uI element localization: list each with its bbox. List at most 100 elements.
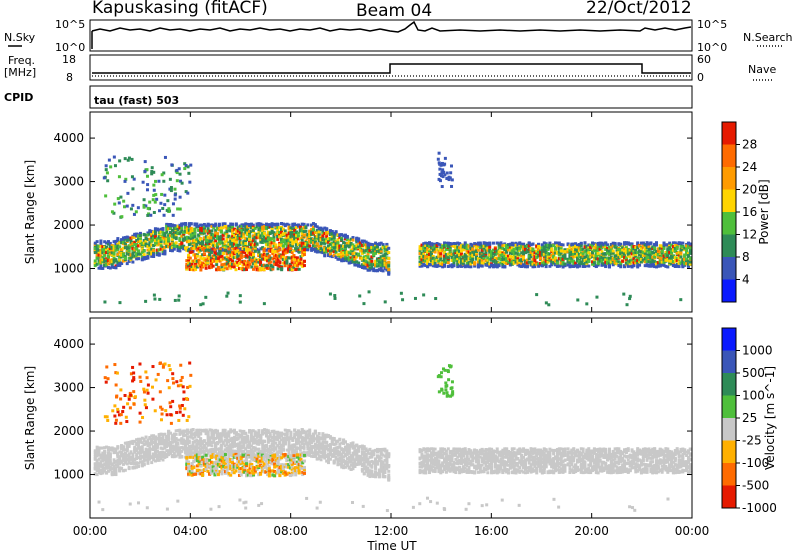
range-gate-cell (366, 243, 370, 247)
range-gate-cell (323, 248, 327, 252)
range-gate-cell (287, 239, 291, 243)
range-gate-cell (688, 260, 692, 264)
range-gate-cell (147, 212, 151, 216)
range-gate-cell (544, 242, 548, 246)
range-gate-cell (328, 252, 332, 256)
range-gate-cell (311, 238, 315, 242)
range-gate-cell (656, 251, 660, 255)
range-gate-cell (306, 223, 310, 227)
range-gate-cell (93, 259, 97, 263)
range-gate-cell (336, 253, 340, 257)
range-gate-cell (199, 268, 203, 272)
range-gate-cell (221, 222, 225, 226)
range-gate-cell (688, 262, 692, 266)
range-gate-cell (325, 228, 329, 232)
range-gate-cell (330, 248, 334, 252)
range-gate-cell (199, 229, 203, 233)
range-gate-cell (148, 243, 152, 247)
range-gate-cell (236, 245, 240, 249)
range-gate-cell (497, 253, 501, 257)
range-gate-cell (227, 242, 231, 246)
range-gate-cell (121, 236, 125, 240)
range-gate-cell (579, 241, 583, 245)
range-gate-cell (561, 254, 565, 258)
range-gate-cell (278, 226, 282, 230)
range-gate-cell (201, 247, 205, 251)
range-gate-cell (106, 255, 110, 259)
range-gate-cell (259, 247, 263, 251)
range-gate-cell (295, 238, 299, 242)
range-gate-cell (123, 257, 127, 261)
range-gate-cell (150, 243, 154, 247)
date-title: 22/Oct/2012 (586, 0, 692, 18)
range-gate-cell (529, 260, 533, 264)
range-gate-cell (583, 262, 587, 266)
range-gate-cell (169, 223, 173, 227)
range-gate-cell (317, 247, 321, 251)
range-gate-cell (178, 232, 182, 236)
range-gate-cell (340, 259, 344, 263)
range-gate-cell (123, 157, 127, 161)
range-gate-cell (353, 247, 357, 251)
y-tick-label: 3000 (53, 175, 84, 189)
range-gate-cell (488, 265, 492, 269)
range-gate-cell (302, 233, 306, 237)
range-gate-cell (450, 178, 454, 182)
range-gate-cell (299, 257, 303, 261)
range-gate-cell (174, 231, 178, 235)
range-gate-cell (347, 255, 351, 259)
range-gate-cell (296, 237, 300, 241)
range-gate-cell (475, 242, 479, 246)
range-gate-cell (295, 224, 299, 228)
range-gate-cell (238, 226, 242, 230)
range-gate-cell (225, 230, 229, 234)
range-gate-cell (602, 262, 606, 266)
range-gate-cell (338, 254, 342, 258)
range-gate-cell (499, 242, 503, 246)
range-gate-cell (465, 255, 469, 259)
freq-left-tick-top: 18 (62, 53, 76, 66)
range-gate-cell (319, 249, 323, 253)
range-gate-cell (456, 248, 460, 252)
range-gate-cell (527, 244, 531, 248)
range-gate-cell (587, 246, 591, 250)
range-gate-cell (266, 230, 270, 234)
range-gate-cell (192, 265, 196, 269)
range-gate-cell (165, 239, 169, 243)
range-gate-cell (93, 264, 97, 268)
range-gate-cell (554, 249, 558, 253)
range-gate-cell (103, 240, 107, 244)
range-gate-cell (116, 238, 120, 242)
range-gate-cell (370, 243, 374, 247)
range-gate-cell (628, 262, 632, 266)
range-gate-cell (592, 246, 596, 250)
range-gate-cell (611, 241, 615, 245)
range-gate-cell (236, 243, 240, 247)
range-gate-cell (431, 262, 435, 266)
range-gate-cell (542, 257, 546, 261)
range-gate-cell (600, 263, 604, 267)
range-gate-cell (681, 241, 685, 245)
range-gate-cell (353, 263, 357, 267)
range-gate-cell (283, 229, 287, 233)
range-gate-cell (649, 255, 653, 259)
range-gate-cell (210, 232, 214, 236)
range-gate-cell (162, 179, 166, 183)
range-gate-cell (447, 175, 451, 179)
range-gate-cell (110, 265, 114, 269)
range-gate-cell (298, 225, 302, 229)
range-gate-cell (338, 247, 342, 251)
range-gate-cell (535, 262, 539, 266)
range-gate-cell (660, 247, 664, 251)
range-gate-cell (236, 229, 240, 233)
range-gate-cell (231, 242, 235, 246)
range-gate-cell (677, 251, 681, 255)
range-gate-cell (264, 258, 268, 262)
range-gate-cell (231, 246, 235, 250)
range-gate-cell (581, 257, 585, 261)
range-gate-cell (671, 255, 675, 259)
range-gate-cell (579, 261, 583, 265)
range-gate-cell (182, 238, 186, 242)
range-gate-cell (295, 264, 299, 268)
range-gate-cell (93, 246, 97, 250)
